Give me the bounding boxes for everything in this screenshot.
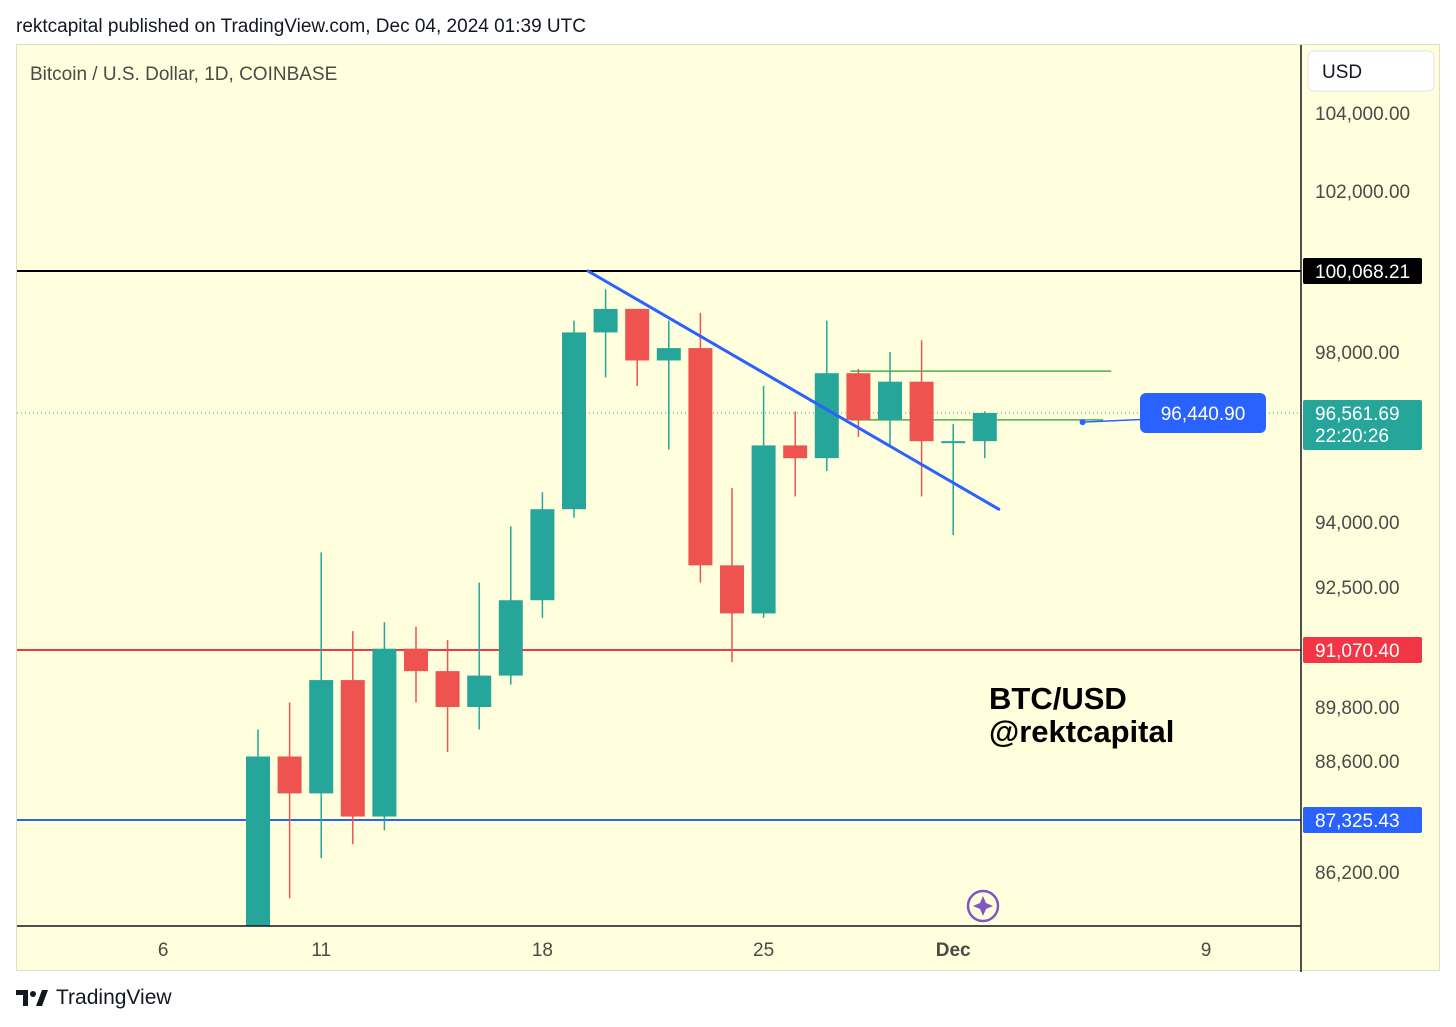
candle-nov-11[interactable] xyxy=(246,729,270,973)
x-tick-label: 18 xyxy=(532,940,553,961)
candle-nov-13[interactable] xyxy=(309,552,334,859)
candle-body xyxy=(783,445,808,459)
candle-nov-21[interactable] xyxy=(562,320,586,518)
candle-body xyxy=(593,308,618,333)
candle-nov-30[interactable] xyxy=(846,368,871,437)
candle-body xyxy=(720,565,744,614)
candle-body xyxy=(625,308,650,361)
level-badge-text: 100,068.21 xyxy=(1315,262,1410,283)
currency-button-label: USD xyxy=(1322,62,1362,83)
candle-nov-25[interactable] xyxy=(688,312,713,583)
candle-nov-28[interactable] xyxy=(783,411,808,497)
descending-trendline[interactable] xyxy=(586,269,1001,511)
chart-title: Bitcoin / U.S. Dollar, 1D, COINBASE xyxy=(30,64,337,85)
candle-body xyxy=(404,648,428,672)
y-tick-label: 104,000.00 xyxy=(1315,104,1410,125)
candle-body xyxy=(435,671,460,707)
x-tick-label: 11 xyxy=(311,940,331,961)
y-tick-label: 88,600.00 xyxy=(1315,752,1400,773)
y-tick-label: 98,000.00 xyxy=(1315,343,1400,364)
candle-body xyxy=(530,509,555,601)
level-badge-2[interactable]: 87,325.43 xyxy=(1303,807,1422,833)
candle-nov-27[interactable] xyxy=(751,385,776,618)
bar-countdown-text: 22:20:26 xyxy=(1315,426,1389,447)
publisher-line: rektcapital published on TradingView.com… xyxy=(16,16,586,37)
candle-dec-01[interactable] xyxy=(878,352,902,446)
candle-nov-14[interactable] xyxy=(340,631,365,845)
ai-sparkle-icon[interactable] xyxy=(966,889,1000,923)
current-price-text: 96,561.69 xyxy=(1315,404,1400,425)
x-tick-label: Dec xyxy=(936,940,971,961)
candle-body xyxy=(656,348,681,361)
level-badge-text: 87,325.43 xyxy=(1315,811,1400,832)
x-tick-label: 9 xyxy=(1201,940,1212,961)
candle-dec-02[interactable] xyxy=(909,340,934,497)
plot-area[interactable]: 96,440.90 BTC/USD@rektcapital xyxy=(17,269,1301,973)
candle-body xyxy=(846,373,871,420)
tradingview-brand-label: TradingView xyxy=(56,986,172,1009)
candle-body xyxy=(309,680,334,794)
y-tick-label: 102,000.00 xyxy=(1315,182,1410,203)
y-tick-label: 92,500.00 xyxy=(1315,578,1400,599)
candle-body xyxy=(972,413,997,442)
candle-nov-18[interactable] xyxy=(467,582,492,730)
tradingview-branding[interactable]: TradingView xyxy=(16,986,172,1010)
candlestick-chart[interactable]: 96,440.90 BTC/USD@rektcapital Bitcoin / U.… xyxy=(17,45,1441,972)
x-tick-label: 25 xyxy=(753,940,774,961)
projection-label-text: 96,440.90 xyxy=(1161,404,1246,425)
level-badge-0[interactable]: 100,068.21 xyxy=(1303,258,1422,284)
candle-nov-17[interactable] xyxy=(435,639,460,752)
watermark-pair: BTC/USD xyxy=(989,681,1127,716)
candle-nov-29[interactable] xyxy=(814,320,839,471)
candle-body xyxy=(340,680,365,817)
candle-body xyxy=(498,600,523,676)
candle-dec-03[interactable] xyxy=(941,424,966,535)
candle-body xyxy=(878,381,902,420)
level-badge-text: 91,070.40 xyxy=(1315,641,1400,662)
tradingview-logo-icon xyxy=(16,990,48,1006)
candle-body xyxy=(688,348,713,566)
candle-nov-24[interactable] xyxy=(656,320,681,450)
projection-start-dot xyxy=(1079,419,1086,426)
candle-nov-12[interactable] xyxy=(277,702,302,899)
projection-price-label[interactable]: 96,440.90 xyxy=(1140,393,1266,433)
candle-body xyxy=(562,332,586,510)
x-tick-label: 6 xyxy=(158,940,169,961)
y-tick-label: 89,800.00 xyxy=(1315,698,1400,719)
watermark-author: @rektcapital xyxy=(989,714,1174,749)
candle-body xyxy=(467,675,492,707)
candle-body xyxy=(941,441,966,444)
currency-button[interactable]: USD xyxy=(1307,50,1435,92)
projection-label-box xyxy=(1140,393,1266,433)
candle-nov-26[interactable] xyxy=(720,487,744,663)
candle-body xyxy=(372,648,397,817)
candle-nov-15[interactable] xyxy=(372,622,397,831)
candle-nov-23[interactable] xyxy=(625,308,650,386)
candle-body xyxy=(909,381,934,442)
candle-body xyxy=(751,445,776,614)
candle-nov-20[interactable] xyxy=(530,492,555,618)
y-tick-label: 94,000.00 xyxy=(1315,513,1400,534)
candle-nov-22[interactable] xyxy=(593,289,618,378)
candle-body xyxy=(246,756,270,926)
candle-dec-04[interactable] xyxy=(972,411,997,459)
y-tick-label: 86,200.00 xyxy=(1315,863,1400,884)
candle-nov-19[interactable] xyxy=(498,526,523,685)
candle-nov-16[interactable] xyxy=(404,626,428,703)
candle-body xyxy=(277,756,302,794)
level-badge-1[interactable]: 91,070.40 xyxy=(1303,637,1422,663)
chart-frame: 96,440.90 BTC/USD @rektcapital Bitcoin / U.… xyxy=(16,44,1441,972)
